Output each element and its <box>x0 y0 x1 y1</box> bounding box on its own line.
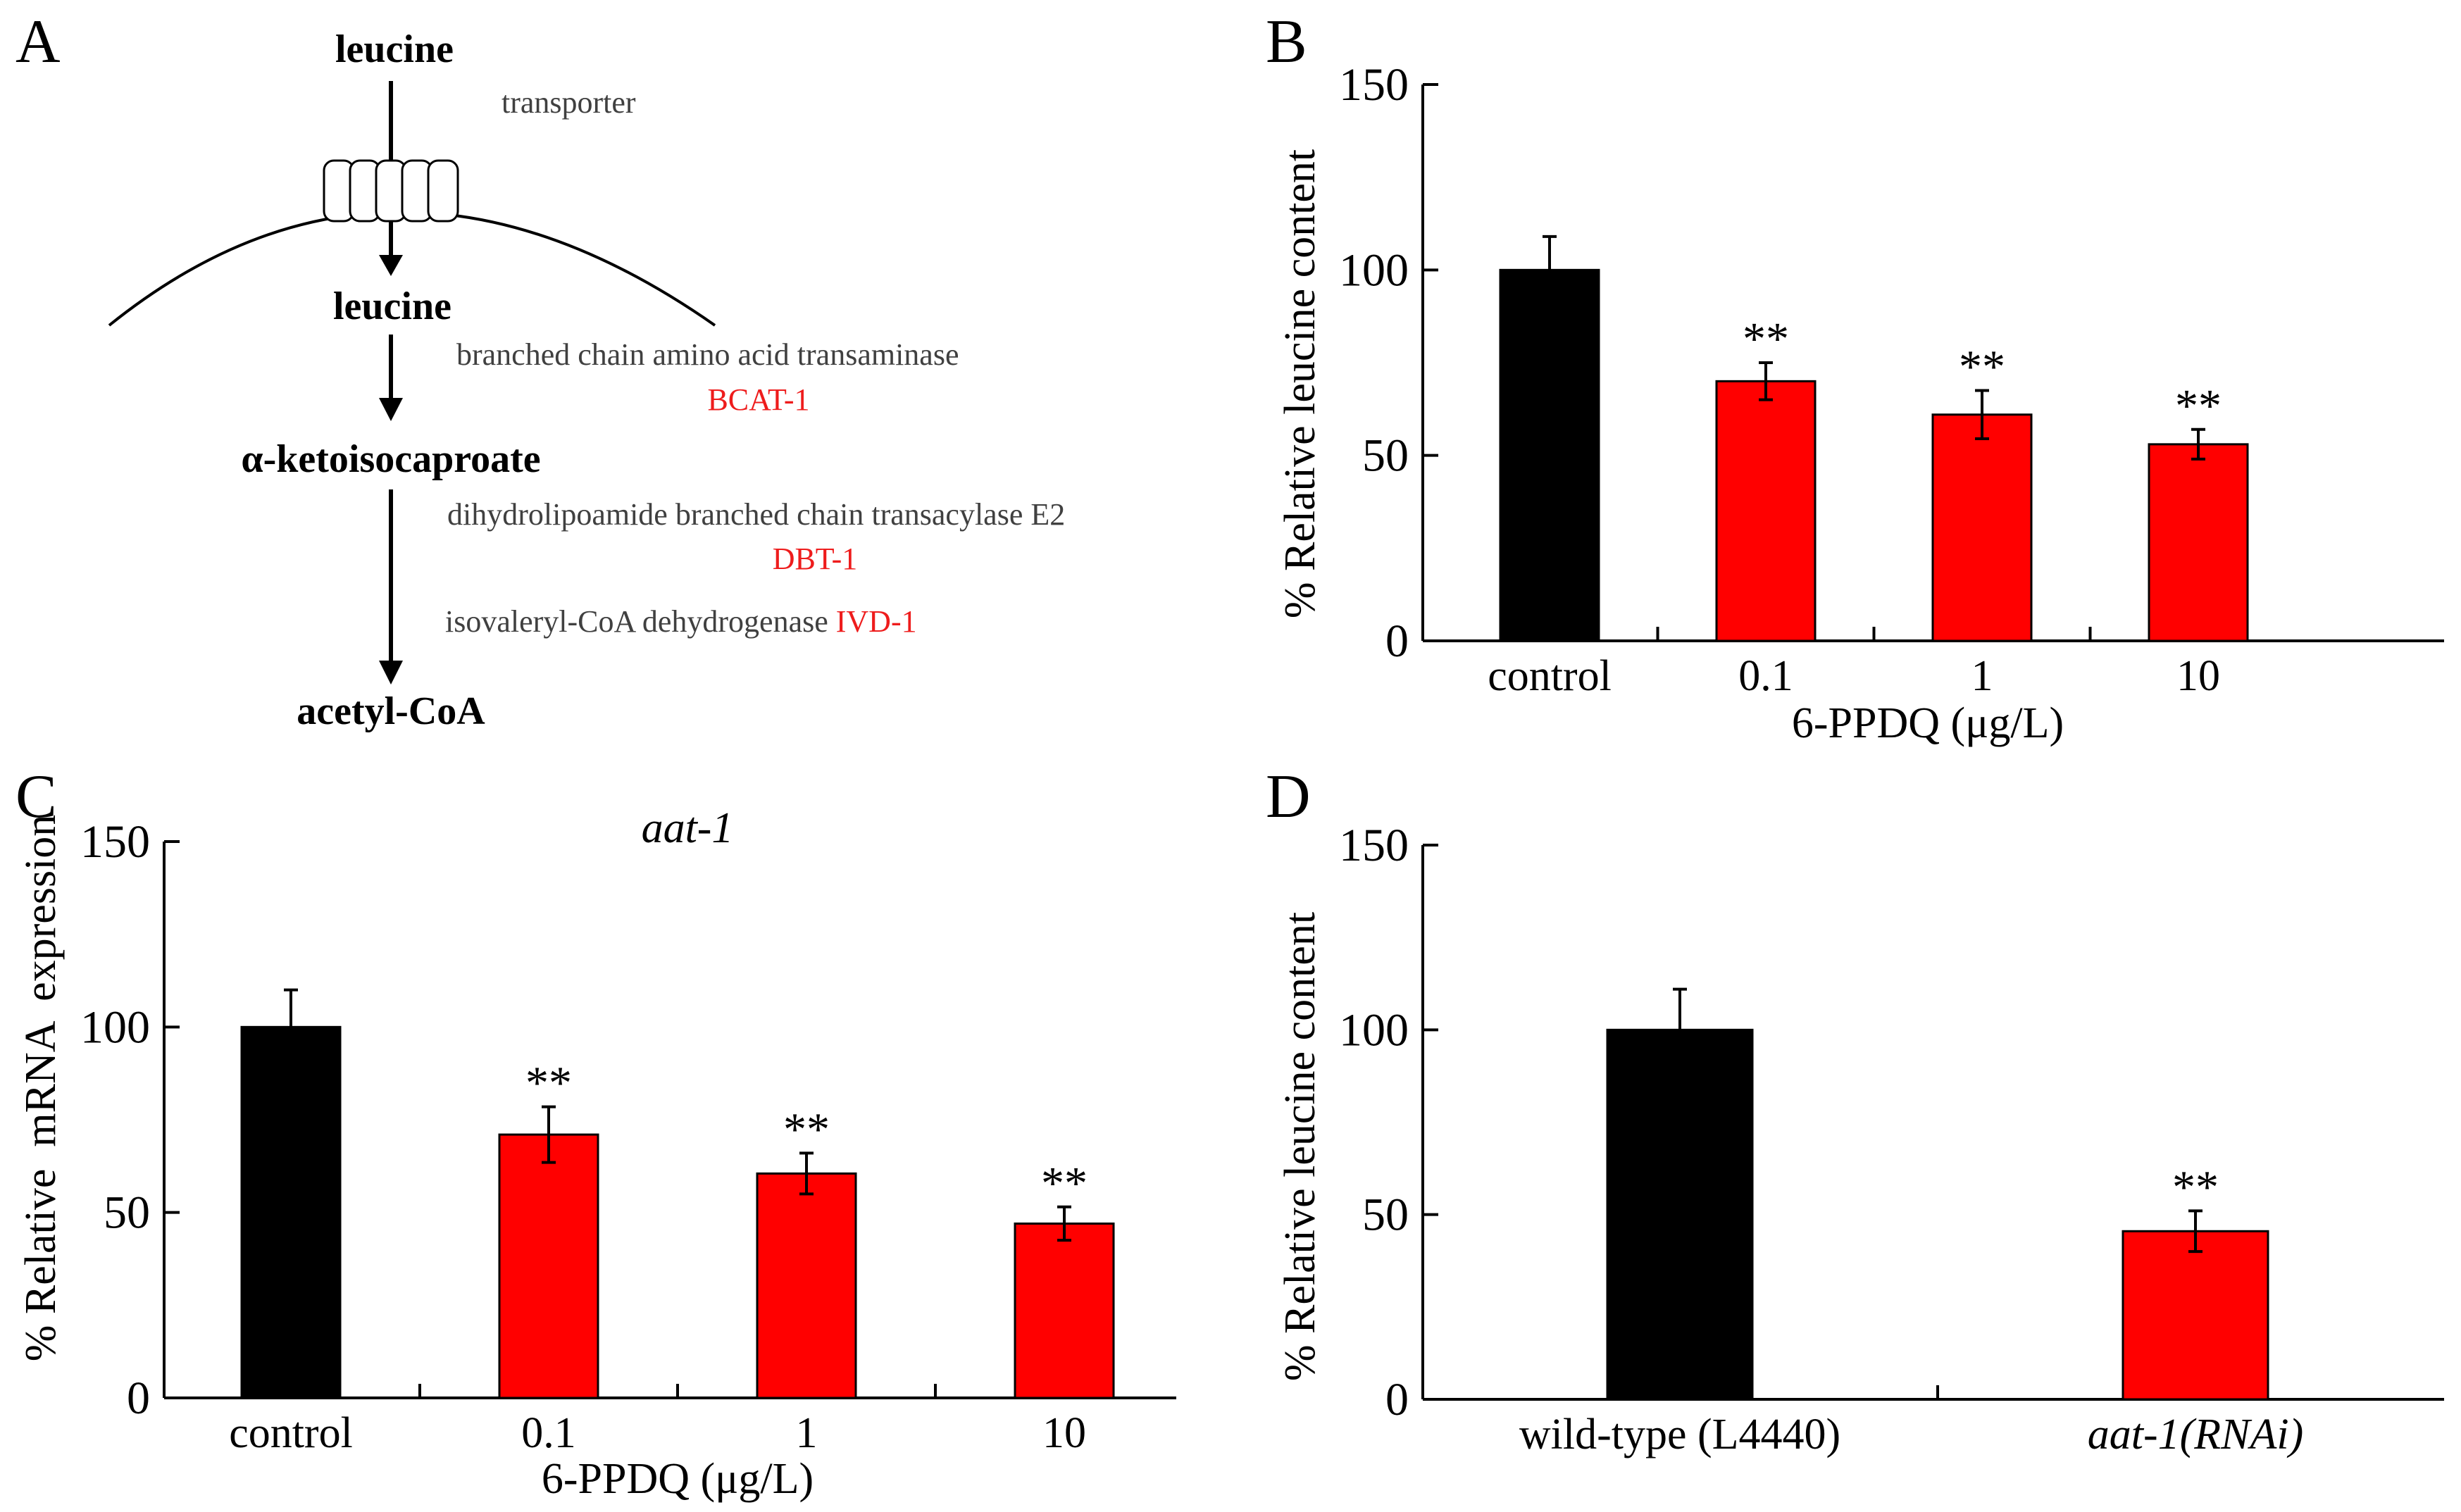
panel-c-y-tick-label: 100 <box>80 1001 150 1053</box>
label-ivd-enzyme: isovaleryl-CoA dehydrogenase <box>445 604 828 639</box>
panel-c-significance-mark: ** <box>525 1058 572 1109</box>
panel-c-significance-mark: ** <box>1041 1158 1088 1209</box>
panel-c-y-tick-label: 150 <box>80 816 150 868</box>
panel-b-bar <box>1931 413 2033 642</box>
panel-b-bar <box>1715 380 1817 642</box>
label-ivd-line: isovaleryl-CoA dehydrogenase IVD-1 <box>445 604 917 639</box>
panel-b-bar <box>1499 268 1600 642</box>
panel-d-plot-area: 0 50 100 150 wild-type (L4440) ** aat-1(RNAi) <box>1339 820 2444 1458</box>
metabolite-acetyl-coa: acetyl-CoA <box>297 689 485 733</box>
label-transporter: transporter <box>501 85 636 120</box>
pathway-arrows <box>379 81 403 685</box>
panel-c-title: aat-1 <box>642 804 734 852</box>
panel-c-y-axis-label: % Relative mRNA expression <box>17 815 65 1362</box>
panel-a-letter: A <box>15 8 61 76</box>
panel-d-y-tick-label: 0 <box>1385 1374 1409 1425</box>
panel-c-bar <box>1014 1222 1115 1399</box>
panel-b-category-label: 0.1 <box>1738 652 1793 700</box>
label-bcat-enzyme: branched chain amino acid transaminase <box>456 337 959 372</box>
panel-b-y-axis-label: % Relative leucine content <box>1276 149 1324 618</box>
panel-b-y-tick-label: 100 <box>1339 244 1409 296</box>
transporter-channel <box>323 159 459 223</box>
panel-c-y-tick-label: 50 <box>104 1187 150 1239</box>
panel-b-chart: B % Relative leucine content 0 50 100 150 co… <box>1266 8 2444 747</box>
panel-d-y-tick-label: 50 <box>1362 1189 1409 1241</box>
panel-c-category-label: 0.1 <box>521 1409 576 1457</box>
panel-c-category-label: 1 <box>796 1409 818 1457</box>
panel-d-letter: D <box>1266 763 1311 831</box>
panel-d-category-label: wild-type (L4440) <box>1519 1411 1840 1458</box>
panel-c-chart: C aat-1 % Relative mRNA expression 05010… <box>15 763 1176 1503</box>
panel-c-significance-mark: ** <box>783 1104 830 1155</box>
panel-b-significance-mark: ** <box>1959 342 2005 393</box>
panel-b-category-label: control <box>1488 652 1612 700</box>
panel-b-x-axis-label: 6-PPDQ (μg/L) <box>1792 699 2064 747</box>
label-ivd-gene: IVD-1 <box>836 604 917 639</box>
metabolite-leucine-intracellular: leucine <box>333 285 451 328</box>
label-bcat-gene: BCAT-1 <box>707 382 809 417</box>
panel-c-x-axis-label: 6-PPDQ (μg/L) <box>542 1455 814 1503</box>
panel-b-significance-mark: ** <box>2175 380 2222 432</box>
panel-c-y-tick-label: 0 <box>127 1373 150 1424</box>
panel-d-significance-mark: ** <box>2172 1161 2219 1213</box>
panel-b-y-tick-label: 150 <box>1339 59 1409 111</box>
metabolite-leucine-extracellular: leucine <box>335 27 454 71</box>
panel-b-bar <box>2148 443 2249 642</box>
panel-b-category-label: 1 <box>1971 652 1993 700</box>
panel-c-bar <box>498 1133 599 1399</box>
panel-c-plot-area: 0 50 100 150 control ** 0.1 ** 1 ** 10 <box>80 816 1176 1457</box>
panel-c-bar <box>240 1025 342 1399</box>
panel-b-plot-area: 0 50 100 150 control ** 0.1 ** 1 ** 10 <box>1339 59 2444 700</box>
panel-c-letter: C <box>15 763 57 831</box>
panel-c-category-label: control <box>229 1409 353 1457</box>
panel-b-y-tick-label: 0 <box>1385 616 1409 667</box>
panel-b-letter: B <box>1266 8 1307 76</box>
panel-d-y-tick-label: 150 <box>1339 820 1409 871</box>
panel-b-y-tick-label: 50 <box>1362 430 1409 482</box>
panel-c-bar <box>756 1172 857 1399</box>
label-dbt-gene: DBT-1 <box>773 542 858 576</box>
panel-d-y-tick-label: 100 <box>1339 1004 1409 1056</box>
panel-c-category-label: 10 <box>1042 1409 1086 1457</box>
panel-d-chart: D % Relative leucine content 0 50 100 150 wi… <box>1266 763 2444 1458</box>
panel-b-significance-mark: ** <box>1743 313 1789 365</box>
panel-a-pathway: A leucine leucine α-ketoisocaproate acet… <box>15 8 1065 733</box>
panel-d-y-axis-label: % Relative leucine content <box>1276 912 1324 1381</box>
panel-d-bar <box>1606 1028 1754 1401</box>
label-dbt-enzyme: dihydrolipoamide branched chain transacy… <box>447 497 1065 532</box>
panel-d-category-label: aat-1(RNAi) <box>2088 1411 2304 1458</box>
panel-d-bar <box>2122 1230 2269 1401</box>
metabolite-ketoisocaproate: α-ketoisocaproate <box>241 437 540 481</box>
panel-b-category-label: 10 <box>2176 652 2220 700</box>
